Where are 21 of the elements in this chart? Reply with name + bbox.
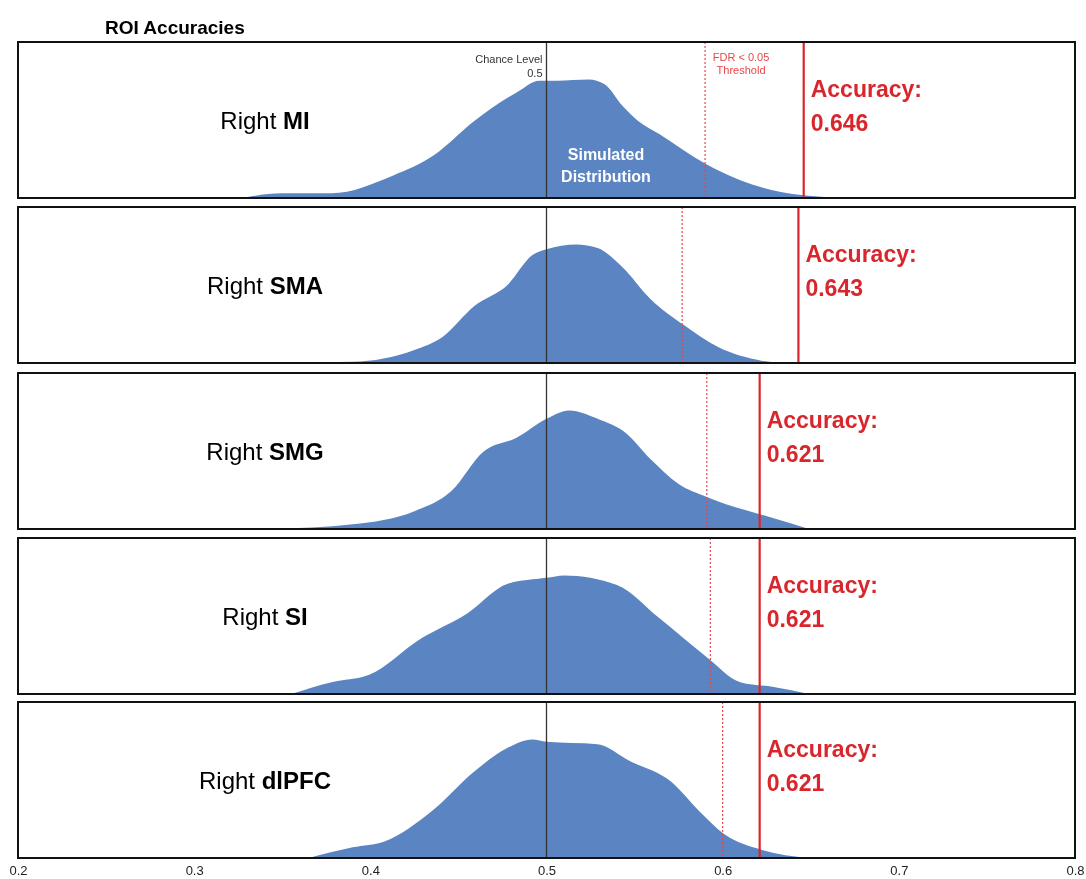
ref-line-label: Accuracy: 0.621 <box>766 407 878 467</box>
annotation: Right SMA <box>206 272 324 299</box>
annotation: Simulated Distribution <box>561 146 651 185</box>
ref-line-label: Accuracy: 0.621 <box>766 572 878 632</box>
annotation: Right dlPFC <box>198 767 332 794</box>
x-tick-label: 0.3 <box>185 863 204 879</box>
x-tick-label: 0.8 <box>1066 863 1085 879</box>
ref-line-label: FDR < 0.05 Threshold <box>712 51 770 76</box>
x-tick-label: 0.7 <box>890 863 909 879</box>
x-tick-label: 0.5 <box>537 863 557 879</box>
annotation: Right SMG <box>206 438 324 465</box>
annotation: Right SI <box>222 603 308 630</box>
annotation: Right MI <box>220 107 310 134</box>
chart-title: ROI Accuracies <box>105 17 245 38</box>
ref-line-label: Chance Level 0.5 <box>475 53 543 79</box>
ref-line-label: Accuracy: 0.621 <box>766 736 878 796</box>
x-tick-label: 0.4 <box>361 863 380 879</box>
x-tick-label: 0.6 <box>714 863 733 879</box>
ref-line-label: Accuracy: 0.646 <box>810 76 922 136</box>
x-tick-label: 0.2 <box>9 863 28 879</box>
ref-line-label: Accuracy: 0.643 <box>805 241 917 301</box>
